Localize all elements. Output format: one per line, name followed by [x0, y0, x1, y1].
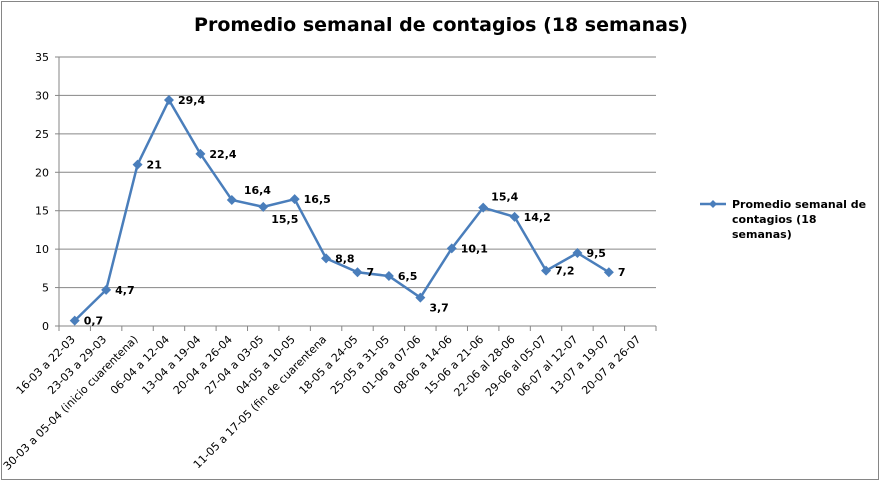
data-point-marker: [132, 159, 143, 170]
data-label: 16,5: [304, 193, 331, 206]
data-point-marker: [415, 292, 426, 303]
data-point-marker: [572, 247, 583, 258]
data-label: 0,7: [84, 315, 104, 328]
data-label: 7: [618, 266, 626, 279]
y-tick-label: 20: [35, 166, 49, 179]
data-label: 3,7: [429, 302, 449, 315]
data-point-marker: [258, 201, 269, 212]
data-label: 10,1: [461, 242, 488, 255]
data-point-marker: [289, 194, 300, 205]
legend-line-marker-icon: [700, 200, 726, 208]
data-label: 16,4: [244, 184, 271, 197]
data-label: 7: [367, 266, 375, 279]
data-label: 21: [147, 159, 162, 172]
legend: Promedio semanal de contagios (18 semana…: [700, 197, 872, 242]
data-point-marker: [478, 202, 489, 213]
y-tick-label: 30: [35, 89, 49, 102]
data-label: 22,4: [209, 148, 236, 161]
series-line: [73, 98, 610, 322]
chart-title: Promedio semanal de contagios (18 semana…: [194, 14, 688, 36]
data-label: 6,5: [398, 270, 418, 283]
data-label: 15,4: [491, 191, 518, 204]
y-tick-label: 15: [35, 205, 49, 218]
y-tick-label: 5: [42, 282, 49, 295]
data-point-marker: [446, 243, 457, 254]
data-point-marker: [195, 148, 206, 159]
data-point-marker: [226, 194, 237, 205]
data-point-marker: [163, 95, 174, 106]
data-label: 15,5: [271, 213, 298, 226]
y-tick-label: 25: [35, 128, 49, 141]
data-point-marker: [101, 284, 112, 295]
data-point-marker: [69, 315, 80, 326]
y-tick-label: 35: [35, 51, 49, 64]
data-point-marker: [383, 271, 394, 282]
data-label: 8,8: [335, 252, 355, 265]
data-label: 7,2: [555, 265, 575, 278]
data-label: 9,5: [586, 247, 606, 260]
data-point-marker: [541, 265, 552, 276]
data-label: 29,4: [178, 94, 205, 107]
data-point-marker: [321, 253, 332, 264]
data-point-marker: [352, 267, 363, 278]
data-label: 4,7: [115, 284, 135, 297]
y-tick-label: 0: [42, 320, 49, 333]
data-point-marker: [603, 267, 614, 278]
y-tick-label: 10: [35, 243, 49, 256]
legend-label: Promedio semanal de contagios (18 semana…: [732, 198, 867, 241]
x-tick-label: 30-03 a 05-04 (inicio cuarentena): [1, 333, 141, 473]
data-label: 14,2: [524, 211, 551, 224]
data-point-marker: [509, 211, 520, 222]
